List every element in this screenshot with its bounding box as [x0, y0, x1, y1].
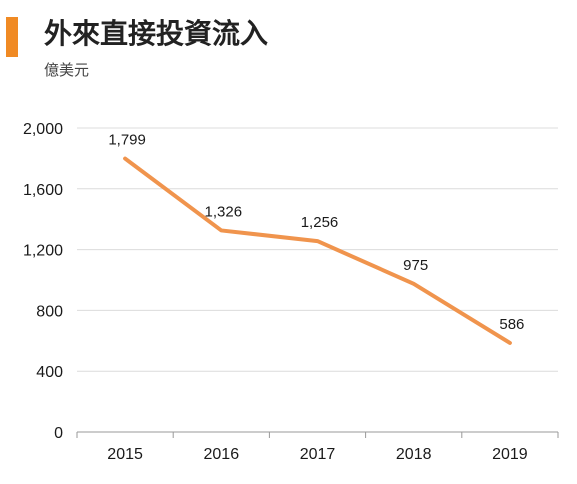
chart-title: 外來直接投資流入	[44, 17, 269, 50]
data-label: 975	[403, 257, 428, 274]
data-label: 1,256	[301, 214, 339, 231]
axes	[76, 431, 559, 438]
x-tick-label: 2017	[300, 446, 336, 463]
x-axis-ticks: 2015 2016 2017 2018 2019	[107, 446, 527, 463]
y-tick-label: 400	[36, 364, 63, 381]
unit-label: 億美元	[44, 61, 90, 79]
y-tick-label: 1,200	[23, 243, 63, 260]
series-line	[123, 156, 512, 345]
data-label: 1,799	[108, 132, 146, 149]
series-layer	[123, 156, 512, 345]
x-tick-label: 2019	[492, 446, 528, 463]
y-tick-label: 800	[36, 303, 63, 320]
y-axis-ticks: 0 400 800 1,200 1,600 2,000	[23, 121, 63, 442]
data-labels: 1,799 1,326 1,256 975 586	[108, 132, 524, 333]
data-point	[219, 228, 223, 232]
y-tick-label: 1,600	[23, 182, 63, 199]
x-tick-label: 2018	[396, 446, 432, 463]
data-point	[412, 282, 416, 286]
x-tick-label: 2016	[204, 446, 240, 463]
title-accent-bar	[6, 17, 18, 57]
y-tick-label: 2,000	[23, 121, 63, 138]
data-point	[508, 341, 512, 345]
data-point	[123, 157, 127, 161]
x-tick-label: 2015	[107, 446, 143, 463]
data-label: 1,326	[205, 203, 243, 220]
data-point	[316, 239, 319, 243]
y-tick-label: 0	[54, 425, 63, 442]
data-label: 586	[499, 316, 524, 333]
gridlines	[77, 127, 558, 372]
